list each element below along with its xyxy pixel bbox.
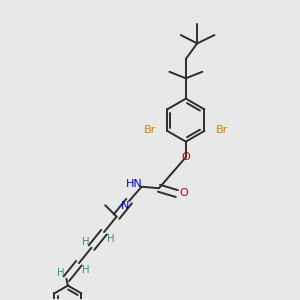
- Text: O: O: [182, 152, 190, 162]
- Text: H: H: [82, 265, 89, 275]
- Text: N: N: [121, 201, 130, 212]
- Text: H: H: [82, 237, 89, 247]
- Text: HN: HN: [125, 179, 142, 189]
- Text: Br: Br: [216, 125, 228, 135]
- Text: H: H: [57, 268, 64, 278]
- Text: O: O: [179, 188, 188, 198]
- Text: H: H: [107, 234, 114, 244]
- Text: Br: Br: [144, 125, 156, 135]
